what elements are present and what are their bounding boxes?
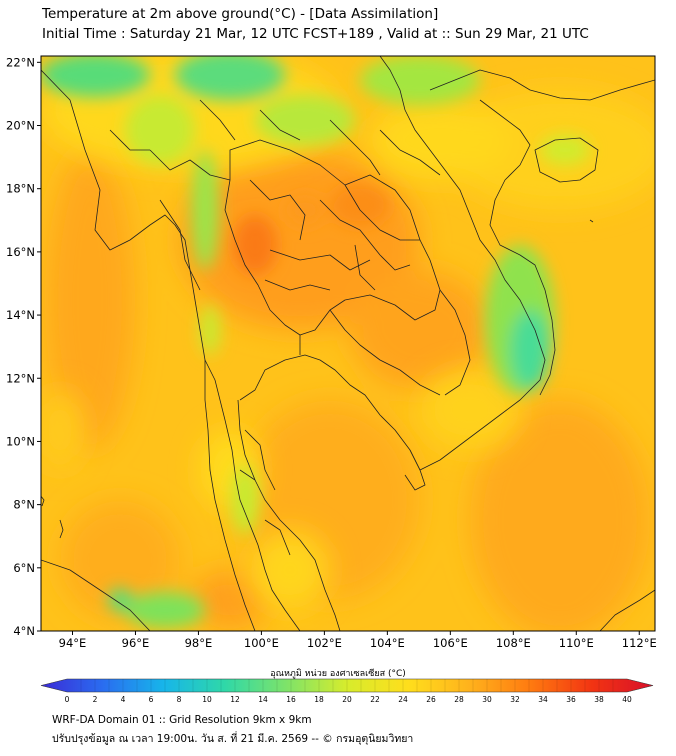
colorbar-tick-label: 26 [426, 695, 436, 704]
colorbar-tick-label: 28 [454, 695, 464, 704]
colorbar-tick-label: 0 [65, 695, 70, 704]
lon-tick-label: 106°E [433, 636, 468, 650]
colorbar-tick-label: 34 [538, 695, 548, 704]
lat-tick-label: 20°N [6, 119, 35, 133]
colorbar-tick-label: 24 [398, 695, 408, 704]
lat-tick-label: 14°N [6, 308, 35, 322]
colorbar-tick-label: 20 [342, 695, 352, 704]
colorbar-tick-label: 36 [566, 695, 576, 704]
lon-tick-label: 102°E [307, 636, 342, 650]
colorbar-tick-label: 10 [202, 695, 212, 704]
colorbar-gradient [40, 678, 654, 693]
lon-tick-label: 96°E [122, 636, 150, 650]
lat-tick-label: 10°N [6, 434, 35, 448]
colorbar-tick-label: 30 [482, 695, 492, 704]
lat-tick-label: 22°N [6, 55, 35, 69]
colorbar-tick-label: 4 [121, 695, 126, 704]
colorbar-tick-label: 32 [510, 695, 520, 704]
lon-tick-label: 110°E [559, 636, 594, 650]
lat-tick-label: 8°N [13, 498, 35, 512]
colorbar-tick-label: 22 [370, 695, 380, 704]
lon-tick-label: 98°E [185, 636, 213, 650]
footer-domain-info: WRF-DA Domain 01 :: Grid Resolution 9km … [52, 714, 312, 726]
lon-tick-label: 94°E [59, 636, 87, 650]
warm-regions [45, 150, 650, 631]
colorbar-tick-label: 14 [258, 695, 268, 704]
chart-title-line1: Temperature at 2m above ground(°C) - [Da… [42, 6, 439, 22]
lon-tick-label: 108°E [496, 636, 531, 650]
colorbar-tick-label: 12 [230, 695, 240, 704]
colorbar-tick-label: 38 [594, 695, 604, 704]
lat-tick-label: 6°N [13, 561, 35, 575]
colorbar-tick-label: 8 [177, 695, 182, 704]
chart-title-line2: Initial Time : Saturday 21 Mar, 12 UTC F… [42, 26, 589, 42]
colorbar: 0 2 4 6 8 10 12 14 16 18 20 22 24 26 28 30 32 34 36 38 40 [40, 678, 654, 704]
longitude-axis: 94°E 96°E 98°E 100°E 102°E 104°E 106°E 108°E 110… [59, 631, 657, 650]
colorbar-tick-label: 2 [93, 695, 98, 704]
lon-tick-label: 104°E [370, 636, 405, 650]
lat-tick-label: 18°N [6, 182, 35, 196]
coastlines-borders [41, 56, 655, 631]
footer-update-info: ปรับปรุงข้อมูล ณ เวลา 19:00น. วัน ส. ที่… [52, 733, 414, 745]
latitude-axis: 22°N 20°N 18°N 16°N 14°N 12°N 10°N 8°N 6°N 4°N [6, 55, 41, 638]
lat-tick-label: 12°N [6, 371, 35, 385]
cool-regions [41, 56, 590, 628]
colorbar-tick-label: 40 [622, 695, 632, 704]
colorbar-tick-label: 6 [149, 695, 154, 704]
lat-tick-label: 4°N [13, 624, 35, 638]
lat-tick-label: 16°N [6, 245, 35, 259]
map-frame [40, 55, 656, 632]
colorbar-tick-label: 16 [286, 695, 296, 704]
temperature-field [41, 56, 655, 631]
colorbar-title: อุณหภูมิ หน่วย องศาเซลเซียส (°C) [270, 669, 406, 679]
colorbar-tick-label: 18 [314, 695, 324, 704]
lon-tick-label: 112°E [622, 636, 657, 650]
lon-tick-label: 100°E [244, 636, 279, 650]
